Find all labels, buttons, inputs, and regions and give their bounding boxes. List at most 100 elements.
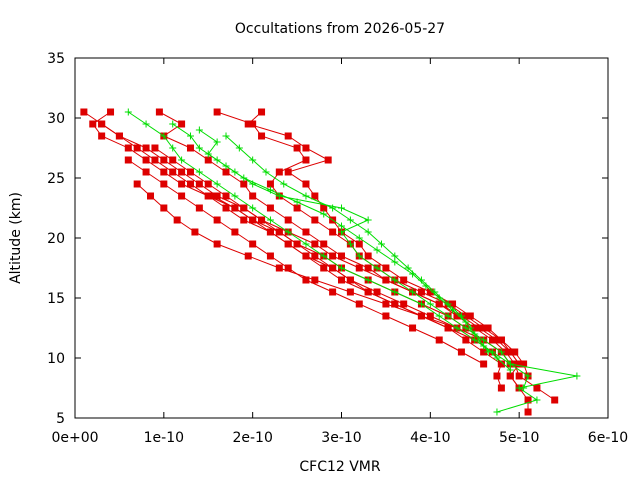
data-point bbox=[453, 312, 461, 320]
data-point bbox=[373, 288, 381, 296]
data-point bbox=[329, 204, 337, 212]
data-point bbox=[213, 180, 221, 188]
data-point bbox=[355, 264, 363, 272]
data-point bbox=[524, 396, 532, 404]
data-point bbox=[497, 360, 505, 368]
data-point bbox=[364, 252, 372, 260]
data-point bbox=[249, 240, 257, 248]
data-point bbox=[382, 312, 390, 320]
data-point bbox=[151, 156, 159, 164]
data-point bbox=[249, 204, 257, 212]
data-point bbox=[133, 180, 141, 188]
data-point bbox=[284, 228, 292, 236]
x-tick-label: 1e-10 bbox=[144, 430, 184, 446]
series-green-13 bbox=[222, 132, 492, 356]
data-point bbox=[449, 300, 457, 308]
data-point bbox=[249, 156, 257, 164]
data-point bbox=[142, 144, 150, 152]
data-point bbox=[364, 288, 372, 296]
data-point bbox=[480, 324, 488, 332]
data-point bbox=[417, 312, 425, 320]
data-point bbox=[355, 240, 363, 248]
data-point bbox=[431, 288, 439, 296]
y-tick-label: 30 bbox=[47, 111, 65, 127]
data-point bbox=[480, 360, 488, 368]
data-point bbox=[302, 144, 310, 152]
series-line bbox=[128, 159, 484, 365]
data-point bbox=[222, 192, 230, 200]
data-point bbox=[417, 300, 425, 308]
data-point bbox=[364, 216, 372, 224]
data-point bbox=[186, 168, 194, 176]
data-point bbox=[231, 228, 239, 236]
data-point bbox=[258, 216, 266, 224]
data-point bbox=[320, 264, 328, 272]
data-point bbox=[178, 120, 186, 128]
data-point bbox=[346, 216, 354, 224]
data-point bbox=[511, 360, 519, 368]
data-point bbox=[573, 372, 581, 380]
data-point bbox=[444, 324, 452, 332]
data-point bbox=[204, 192, 212, 200]
data-point bbox=[506, 366, 514, 374]
data-point bbox=[231, 204, 239, 212]
data-point bbox=[426, 300, 434, 308]
data-point bbox=[195, 168, 203, 176]
data-point bbox=[258, 108, 266, 116]
plot-area bbox=[80, 108, 581, 416]
data-point bbox=[98, 132, 106, 140]
data-point bbox=[497, 384, 505, 392]
series-line bbox=[216, 111, 529, 377]
data-point bbox=[240, 204, 248, 212]
data-point bbox=[320, 252, 328, 260]
data-point bbox=[338, 222, 345, 230]
data-point bbox=[160, 132, 168, 140]
data-point bbox=[89, 120, 97, 128]
data-point bbox=[417, 288, 425, 296]
data-point bbox=[293, 198, 301, 206]
data-point bbox=[222, 168, 230, 176]
x-tick-label: 4e-10 bbox=[410, 430, 450, 446]
data-point bbox=[204, 180, 212, 188]
data-point bbox=[346, 288, 354, 296]
data-point bbox=[98, 120, 106, 128]
data-point bbox=[142, 120, 150, 128]
data-point bbox=[284, 168, 292, 176]
data-point bbox=[142, 168, 150, 176]
data-point bbox=[320, 240, 328, 248]
data-point bbox=[266, 180, 274, 188]
data-point bbox=[178, 180, 186, 188]
data-point bbox=[520, 360, 528, 368]
data-point bbox=[506, 348, 514, 356]
data-point bbox=[213, 192, 221, 200]
data-point bbox=[204, 150, 212, 158]
data-point bbox=[475, 324, 483, 332]
data-point bbox=[391, 288, 399, 296]
data-point bbox=[275, 228, 283, 236]
y-tick-label: 5 bbox=[56, 411, 65, 427]
data-point bbox=[147, 192, 155, 200]
data-point bbox=[364, 264, 372, 272]
data-point bbox=[426, 312, 434, 320]
data-point bbox=[320, 210, 328, 218]
data-point bbox=[249, 216, 257, 224]
axis-ticks: 0e+00 1e-10 2e-10 3e-10 4e-10 5e-10 6e-10 5 10 15… bbox=[47, 51, 628, 446]
data-point bbox=[244, 252, 252, 260]
data-point bbox=[382, 264, 390, 272]
data-point bbox=[222, 204, 230, 212]
data-point bbox=[266, 204, 274, 212]
data-point bbox=[275, 168, 283, 176]
data-point bbox=[524, 408, 532, 416]
data-point bbox=[160, 168, 168, 176]
data-point bbox=[457, 348, 465, 356]
data-point bbox=[444, 300, 452, 308]
data-point bbox=[338, 228, 345, 236]
data-point bbox=[178, 156, 186, 164]
data-point bbox=[391, 258, 399, 266]
data-point bbox=[355, 234, 363, 242]
data-point bbox=[195, 126, 203, 134]
data-point bbox=[506, 372, 514, 380]
data-point bbox=[284, 264, 292, 272]
data-point bbox=[435, 300, 443, 308]
data-point bbox=[493, 336, 501, 344]
